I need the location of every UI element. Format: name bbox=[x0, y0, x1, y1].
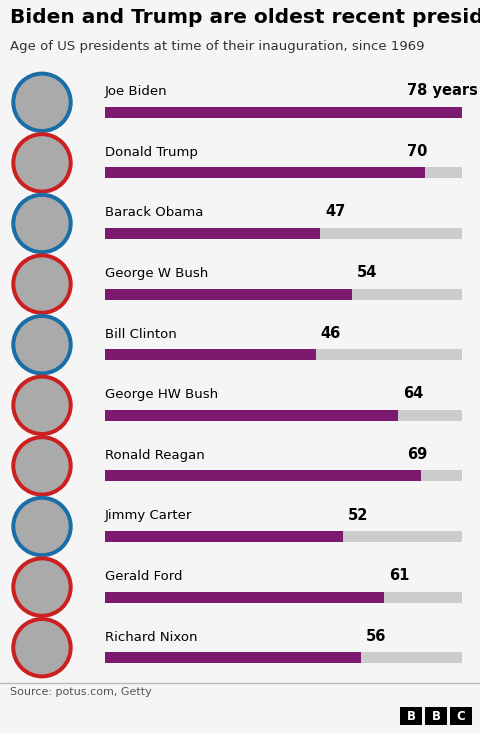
Circle shape bbox=[12, 496, 72, 556]
FancyBboxPatch shape bbox=[105, 471, 421, 482]
Text: B: B bbox=[407, 710, 416, 723]
Text: Ronald Reagan: Ronald Reagan bbox=[105, 449, 205, 462]
Text: 47: 47 bbox=[325, 205, 346, 219]
Circle shape bbox=[12, 436, 72, 496]
Circle shape bbox=[16, 379, 68, 431]
Text: 54: 54 bbox=[357, 265, 378, 280]
Text: Joe Biden: Joe Biden bbox=[105, 85, 168, 98]
FancyBboxPatch shape bbox=[105, 349, 462, 360]
FancyBboxPatch shape bbox=[105, 471, 462, 482]
Circle shape bbox=[12, 194, 72, 254]
FancyBboxPatch shape bbox=[105, 652, 361, 663]
FancyBboxPatch shape bbox=[425, 707, 447, 725]
Circle shape bbox=[16, 258, 68, 310]
FancyBboxPatch shape bbox=[105, 167, 462, 178]
Text: 52: 52 bbox=[348, 507, 368, 523]
Circle shape bbox=[16, 501, 68, 553]
Text: Barack Obama: Barack Obama bbox=[105, 207, 204, 219]
FancyBboxPatch shape bbox=[105, 228, 320, 239]
FancyBboxPatch shape bbox=[105, 289, 462, 300]
Circle shape bbox=[16, 622, 68, 674]
Circle shape bbox=[16, 76, 68, 128]
Text: C: C bbox=[456, 710, 466, 723]
Text: 78 years old: 78 years old bbox=[407, 84, 480, 98]
FancyBboxPatch shape bbox=[105, 107, 462, 118]
Circle shape bbox=[16, 440, 68, 492]
Circle shape bbox=[16, 561, 68, 613]
FancyBboxPatch shape bbox=[105, 410, 398, 421]
FancyBboxPatch shape bbox=[105, 107, 462, 118]
Circle shape bbox=[12, 375, 72, 435]
Text: Jimmy Carter: Jimmy Carter bbox=[105, 509, 192, 523]
FancyBboxPatch shape bbox=[105, 592, 384, 603]
FancyBboxPatch shape bbox=[105, 531, 343, 542]
Text: B: B bbox=[432, 710, 441, 723]
Text: Donald Trump: Donald Trump bbox=[105, 146, 198, 159]
Circle shape bbox=[12, 254, 72, 314]
Text: 56: 56 bbox=[366, 629, 387, 644]
FancyBboxPatch shape bbox=[105, 349, 315, 360]
FancyBboxPatch shape bbox=[105, 592, 462, 603]
Text: 70: 70 bbox=[407, 144, 427, 159]
FancyBboxPatch shape bbox=[105, 228, 462, 239]
Circle shape bbox=[12, 133, 72, 193]
Circle shape bbox=[16, 197, 68, 249]
FancyBboxPatch shape bbox=[105, 167, 425, 178]
Text: Source: potus.com, Getty: Source: potus.com, Getty bbox=[10, 687, 152, 697]
Circle shape bbox=[12, 314, 72, 375]
Circle shape bbox=[12, 557, 72, 617]
Text: Gerald Ford: Gerald Ford bbox=[105, 570, 182, 583]
Circle shape bbox=[16, 137, 68, 189]
Text: 64: 64 bbox=[403, 386, 423, 401]
FancyBboxPatch shape bbox=[105, 531, 462, 542]
FancyBboxPatch shape bbox=[105, 289, 352, 300]
FancyBboxPatch shape bbox=[400, 707, 422, 725]
Text: Richard Nixon: Richard Nixon bbox=[105, 630, 197, 644]
Text: Bill Clinton: Bill Clinton bbox=[105, 328, 177, 341]
FancyBboxPatch shape bbox=[450, 707, 472, 725]
FancyBboxPatch shape bbox=[105, 410, 462, 421]
Text: 61: 61 bbox=[389, 568, 409, 583]
Text: Age of US presidents at time of their inauguration, since 1969: Age of US presidents at time of their in… bbox=[10, 40, 424, 53]
Circle shape bbox=[12, 73, 72, 132]
Text: George HW Bush: George HW Bush bbox=[105, 388, 218, 401]
FancyBboxPatch shape bbox=[105, 652, 462, 663]
Circle shape bbox=[16, 319, 68, 371]
Text: Biden and Trump are oldest recent presidents: Biden and Trump are oldest recent presid… bbox=[10, 8, 480, 27]
Circle shape bbox=[12, 618, 72, 678]
Text: George W Bush: George W Bush bbox=[105, 267, 208, 280]
Text: 46: 46 bbox=[321, 325, 341, 341]
Text: 69: 69 bbox=[407, 447, 427, 462]
